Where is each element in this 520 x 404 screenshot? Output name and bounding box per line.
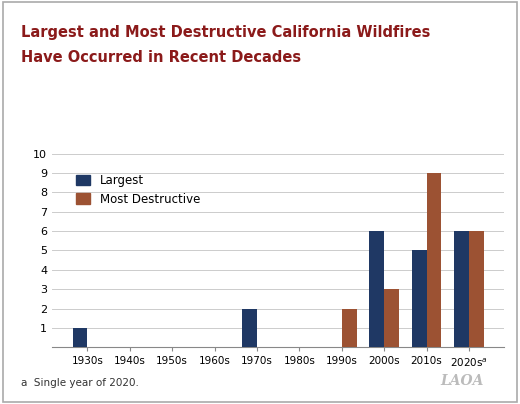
Text: a  Single year of 2020.: a Single year of 2020. bbox=[21, 378, 139, 388]
Bar bbox=[242, 309, 257, 347]
Bar bbox=[342, 309, 357, 347]
Bar bbox=[454, 231, 469, 347]
Bar bbox=[384, 289, 399, 347]
Text: Figure 2: Figure 2 bbox=[8, 6, 67, 20]
Legend: Largest, Most Destructive: Largest, Most Destructive bbox=[71, 169, 205, 210]
Bar bbox=[412, 250, 426, 347]
Text: Have Occurred in Recent Decades: Have Occurred in Recent Decades bbox=[21, 50, 301, 65]
Bar bbox=[369, 231, 384, 347]
Text: LAOA: LAOA bbox=[440, 374, 484, 388]
Bar bbox=[426, 173, 441, 347]
Bar bbox=[73, 328, 87, 347]
Bar bbox=[469, 231, 484, 347]
Text: Largest and Most Destructive California Wildfires: Largest and Most Destructive California … bbox=[21, 25, 430, 40]
